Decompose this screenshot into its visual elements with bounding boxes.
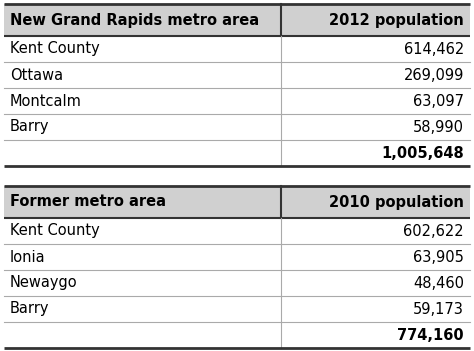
Bar bbox=[4, 36, 470, 62]
Text: Kent County: Kent County bbox=[10, 224, 100, 238]
Text: Barry: Barry bbox=[10, 302, 49, 317]
Bar bbox=[4, 186, 470, 218]
Text: 614,462: 614,462 bbox=[404, 41, 464, 57]
Text: 63,905: 63,905 bbox=[413, 250, 464, 265]
Bar bbox=[4, 296, 470, 322]
Bar bbox=[4, 114, 470, 140]
Text: 2012 population: 2012 population bbox=[329, 13, 464, 27]
Bar bbox=[4, 270, 470, 296]
Text: Montcalm: Montcalm bbox=[10, 93, 82, 108]
Text: Ottawa: Ottawa bbox=[10, 67, 63, 82]
Text: 774,160: 774,160 bbox=[397, 327, 464, 343]
Text: Newaygo: Newaygo bbox=[10, 276, 78, 291]
Bar bbox=[4, 218, 470, 244]
Text: 269,099: 269,099 bbox=[404, 67, 464, 82]
Text: 59,173: 59,173 bbox=[413, 302, 464, 317]
Text: 2010 population: 2010 population bbox=[329, 194, 464, 210]
Text: 602,622: 602,622 bbox=[403, 224, 464, 238]
Text: Kent County: Kent County bbox=[10, 41, 100, 57]
Text: Former metro area: Former metro area bbox=[10, 194, 166, 210]
Bar bbox=[4, 62, 470, 88]
Text: 63,097: 63,097 bbox=[413, 93, 464, 108]
Text: 58,990: 58,990 bbox=[413, 119, 464, 134]
Text: Ionia: Ionia bbox=[10, 250, 46, 265]
Text: Barry: Barry bbox=[10, 119, 49, 134]
Bar bbox=[4, 244, 470, 270]
Bar bbox=[4, 140, 470, 166]
Bar bbox=[4, 88, 470, 114]
Text: 48,460: 48,460 bbox=[413, 276, 464, 291]
Text: New Grand Rapids metro area: New Grand Rapids metro area bbox=[10, 13, 259, 27]
Bar bbox=[4, 4, 470, 36]
Bar bbox=[4, 322, 470, 348]
Text: 1,005,648: 1,005,648 bbox=[381, 146, 464, 160]
